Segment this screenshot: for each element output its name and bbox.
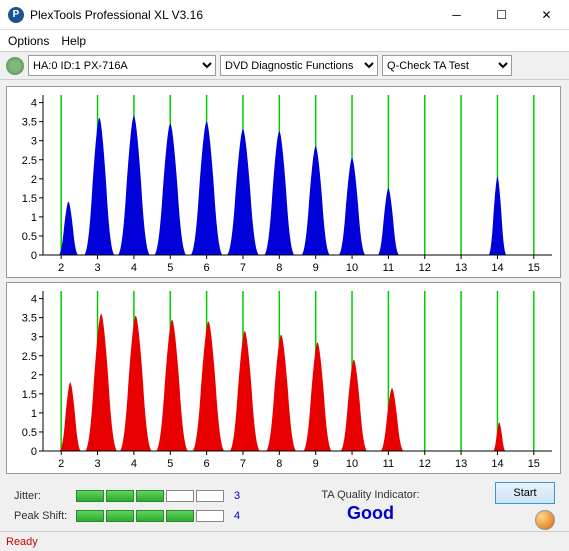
peakshift-bars: [76, 510, 224, 522]
svg-text:9: 9: [313, 458, 319, 470]
svg-text:13: 13: [455, 262, 467, 274]
svg-text:9: 9: [313, 262, 319, 274]
app-icon: P: [8, 7, 24, 23]
svg-text:5: 5: [167, 458, 173, 470]
svg-text:2: 2: [31, 370, 37, 382]
svg-text:11: 11: [383, 458, 394, 470]
menubar: Options Help: [0, 30, 569, 52]
peakshift-value: 4: [234, 510, 246, 522]
minimize-button[interactable]: ─: [434, 0, 479, 30]
indicator-bar: [166, 490, 194, 502]
svg-text:1: 1: [31, 408, 37, 420]
svg-text:13: 13: [455, 458, 467, 470]
jitter-value: 3: [234, 490, 246, 502]
function-select[interactable]: DVD Diagnostic Functions: [220, 55, 378, 76]
chart-area: 00.511.522.533.5423456789101112131415 00…: [0, 80, 569, 538]
indicator-bar: [136, 510, 164, 522]
device-icon: [6, 57, 24, 75]
svg-text:4: 4: [131, 458, 137, 470]
svg-text:0: 0: [31, 446, 37, 458]
svg-text:15: 15: [528, 458, 540, 470]
svg-text:4: 4: [31, 98, 37, 110]
test-select[interactable]: Q-Check TA Test: [382, 55, 512, 76]
indicator-bar: [76, 510, 104, 522]
titlebar: P PlexTools Professional XL V3.16 ─ ☐ ✕: [0, 0, 569, 30]
status-text: Ready: [6, 536, 38, 548]
svg-text:10: 10: [346, 262, 358, 274]
svg-text:6: 6: [204, 262, 210, 274]
svg-text:3: 3: [31, 332, 37, 344]
indicator-bar: [76, 490, 104, 502]
svg-text:0.5: 0.5: [22, 427, 37, 439]
svg-text:8: 8: [276, 262, 282, 274]
svg-text:2: 2: [58, 458, 64, 470]
svg-text:2.5: 2.5: [22, 351, 37, 363]
start-button[interactable]: Start: [495, 482, 555, 504]
svg-text:3: 3: [94, 458, 100, 470]
indicator-bar: [166, 510, 194, 522]
jitter-label: Jitter:: [14, 490, 70, 502]
jitter-bars: [76, 490, 224, 502]
indicator-bar: [136, 490, 164, 502]
svg-text:3: 3: [94, 262, 100, 274]
window-title: PlexTools Professional XL V3.16: [30, 8, 434, 22]
svg-text:12: 12: [419, 458, 431, 470]
close-button[interactable]: ✕: [524, 0, 569, 30]
quality-label: TA Quality Indicator:: [246, 489, 495, 501]
svg-text:8: 8: [276, 458, 282, 470]
svg-text:6: 6: [204, 458, 210, 470]
svg-text:3.5: 3.5: [22, 313, 37, 325]
metrics-panel: Jitter: 3 Peak Shift: 4 TA Quality Indic…: [6, 478, 563, 536]
indicator-bar: [106, 510, 134, 522]
svg-text:7: 7: [240, 458, 246, 470]
peakshift-row: Peak Shift: 4: [14, 510, 246, 522]
svg-text:0: 0: [31, 250, 37, 262]
maximize-button[interactable]: ☐: [479, 0, 524, 30]
svg-text:1.5: 1.5: [22, 389, 37, 401]
svg-text:14: 14: [491, 458, 503, 470]
svg-text:4: 4: [131, 262, 137, 274]
svg-text:3.5: 3.5: [22, 117, 37, 129]
indicator-bar: [196, 490, 224, 502]
svg-text:11: 11: [383, 262, 394, 274]
quality-value: Good: [246, 503, 495, 524]
toolbar: HA:0 ID:1 PX-716A DVD Diagnostic Functio…: [0, 52, 569, 80]
indicator-bar: [196, 510, 224, 522]
jitter-chart: 0 0.5 1 1.5 2 2.5 3 3.5 4 2 3 4 5 6 7 8 9 10 11 12 13 14 15: [7, 87, 560, 277]
indicator-bar: [106, 490, 134, 502]
peakshift-chart-panel: 0 0.5 1 1.5 2 2.5 3 3.5 4 2 3 4 5 6 7 8 9 10 11 12 13 14 15: [6, 282, 561, 474]
peakshift-chart: 0 0.5 1 1.5 2 2.5 3 3.5 4 2 3 4 5 6 7 8 9 10 11 12 13 14 15: [7, 283, 560, 473]
device-select[interactable]: HA:0 ID:1 PX-716A: [28, 55, 216, 76]
svg-text:10: 10: [346, 458, 358, 470]
jitter-row: Jitter: 3: [14, 490, 246, 502]
svg-text:1: 1: [31, 212, 37, 224]
status-orb-icon: [535, 510, 555, 530]
statusbar: Ready: [0, 531, 569, 551]
menu-help[interactable]: Help: [61, 34, 86, 48]
svg-text:2.5: 2.5: [22, 155, 37, 167]
svg-text:5: 5: [167, 262, 173, 274]
svg-text:2: 2: [58, 262, 64, 274]
svg-text:4: 4: [31, 294, 37, 306]
svg-text:12: 12: [419, 262, 431, 274]
svg-text:15: 15: [528, 262, 540, 274]
jitter-chart-panel: 0 0.5 1 1.5 2 2.5 3 3.5 4 2 3 4 5 6 7 8 9 10 11 12 13 14 15: [6, 86, 561, 278]
svg-text:1.5: 1.5: [22, 193, 37, 205]
menu-options[interactable]: Options: [8, 34, 49, 48]
svg-text:3: 3: [31, 136, 37, 148]
svg-text:0.5: 0.5: [22, 231, 37, 243]
svg-text:14: 14: [491, 262, 503, 274]
svg-text:2: 2: [31, 174, 37, 186]
peakshift-label: Peak Shift:: [14, 510, 70, 522]
svg-text:7: 7: [240, 262, 246, 274]
